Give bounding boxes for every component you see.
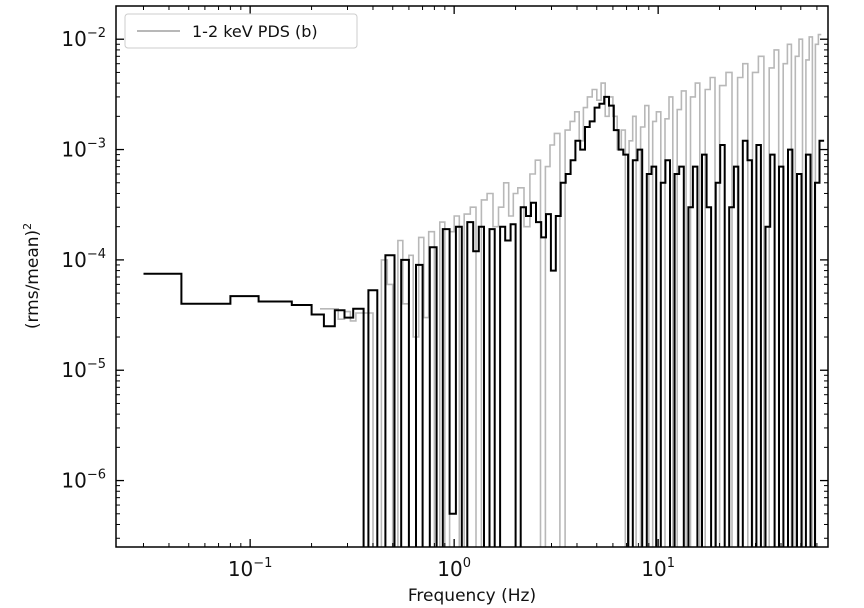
x-tick-label: 100 — [437, 556, 471, 581]
y-tick-base: 10 — [61, 469, 86, 493]
legend: 1-2 keV PDS (b) — [124, 13, 358, 49]
legend-box — [124, 13, 358, 49]
y-tick-label: 10−5 — [61, 357, 106, 382]
x-tick-label: 101 — [641, 556, 675, 581]
y-tick-base: 10 — [61, 138, 86, 162]
x-tick-label: 10−1 — [228, 556, 273, 581]
x-tick-base: 10 — [437, 557, 462, 581]
series-layer — [143, 33, 825, 547]
y-axis-label: (rms/mean)2 — [21, 223, 43, 329]
legend-label: 1-2 keV PDS (b) — [192, 22, 318, 41]
y-tick-exponent: −5 — [87, 357, 106, 372]
y-tick-base: 10 — [61, 248, 86, 272]
y-tick-base: 10 — [61, 27, 86, 51]
x-tick-exponent: 0 — [463, 556, 471, 571]
x-tick-base: 10 — [228, 557, 253, 581]
y-tick-exponent: −6 — [87, 468, 106, 483]
x-tick-exponent: 1 — [667, 556, 675, 571]
x-tick-base: 10 — [641, 557, 666, 581]
y-tick-exponent: −4 — [87, 247, 106, 262]
y-tick-label: 10−4 — [61, 247, 106, 272]
y-tick-base: 10 — [61, 358, 86, 382]
plot-area — [116, 6, 828, 547]
y-tick-label: 10−6 — [61, 468, 106, 493]
y-tick-label: 10−3 — [61, 137, 106, 162]
y-tick-exponent: −2 — [87, 26, 106, 41]
x-tick-exponent: −1 — [253, 556, 272, 571]
x-axis-label: Frequency (Hz) — [408, 586, 536, 606]
y-tick-exponent: −3 — [87, 137, 106, 152]
y-tick-label: 10−2 — [61, 26, 106, 51]
series-line-black — [143, 95, 825, 547]
y-axis-label-superscript: 2 — [21, 223, 34, 230]
y-axis-label-text: (rms/mean) — [23, 230, 43, 329]
